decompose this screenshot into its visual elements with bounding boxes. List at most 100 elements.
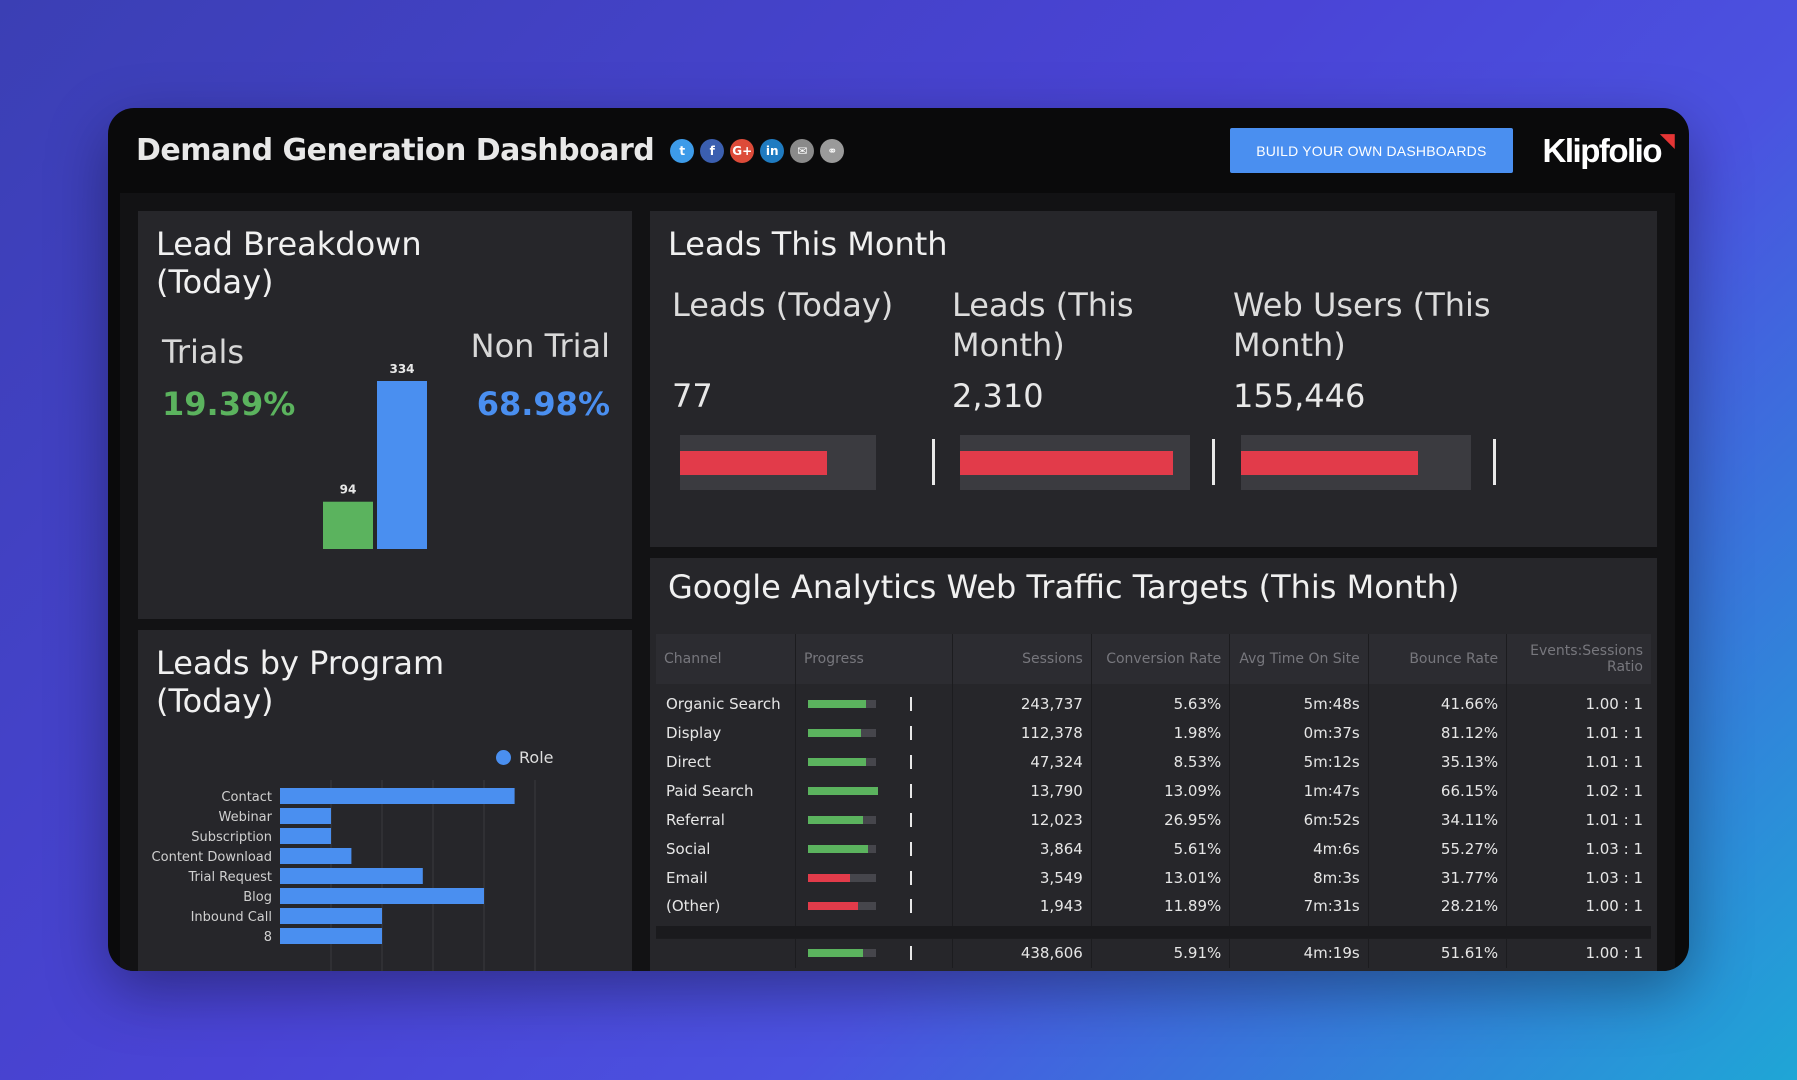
trials-percent: 19.39% [162, 385, 296, 423]
bounce-cell: 51.61% [1368, 937, 1508, 968]
col-avg-time[interactable]: Avg Time On Site [1229, 634, 1369, 684]
avg-time-cell: 7m:31s [1229, 892, 1369, 926]
bar-non-trial[interactable] [377, 381, 427, 549]
facebook-icon[interactable]: f [700, 138, 725, 163]
bounce-cell: 66.15% [1368, 776, 1508, 805]
progress-target-marker [910, 946, 913, 961]
twitter-icon[interactable]: t [670, 138, 695, 163]
bounce-cell: 28.21% [1368, 892, 1508, 926]
channel-cell [656, 937, 797, 968]
ratio-cell: 1.00 : 1 [1506, 937, 1651, 968]
google-plus-icon[interactable]: G+ [730, 138, 755, 163]
sessions-cell: 13,790 [952, 776, 1092, 805]
col-conversion-rate[interactable]: Conversion Rate [1091, 634, 1231, 684]
kpi-card[interactable]: Leads (Today) 77 [672, 285, 972, 490]
ratio-cell: 1.03 : 1 [1585, 839, 1643, 858]
program-bar[interactable] [280, 908, 382, 924]
table-row[interactable]: Referral 12,023 26.95% 6m:52s 34.11% 1.01 : 1 [656, 805, 1651, 834]
legend-dot-icon [496, 750, 511, 765]
legend-label: Role [519, 748, 554, 767]
table-row[interactable]: Direct 47,324 8.53% 5m:12s 35.13% 1.01 : 1 [656, 747, 1651, 776]
ratio-cell: 1.01 : 1 [1585, 752, 1643, 771]
progress-cell [795, 834, 954, 863]
trials-label: Trials [162, 333, 245, 371]
col-events-ratio[interactable]: Events:Sessions Ratio [1506, 634, 1651, 684]
col-bounce-rate[interactable]: Bounce Rate [1368, 634, 1508, 684]
avg-time-cell: 4m:6s [1229, 834, 1369, 863]
kpi-card[interactable]: Leads (This Month) 2,310 [952, 285, 1252, 490]
avg-time-cell: 6m:52s [1229, 805, 1369, 834]
table-row[interactable]: Email 3,549 13.01% 8m:3s 31.77% 1.03 : 1 [656, 863, 1651, 892]
program-bar[interactable] [280, 808, 331, 824]
sessions-cell: 12,023 [952, 805, 1092, 834]
channel-cell: (Other) [656, 892, 797, 926]
progress-bar-fill [808, 902, 859, 910]
table-spacer [656, 926, 1651, 938]
program-category-label: Blog [243, 890, 272, 905]
sessions-cell: 3,549 [952, 863, 1092, 892]
program-bar[interactable] [280, 868, 423, 884]
kpi-target-marker [1212, 439, 1215, 485]
table-header-row: Channel Progress Sessions Conversion Rat… [656, 634, 1651, 684]
bar-value-label: 94 [340, 483, 357, 497]
table-row[interactable]: Display 112,378 1.98% 0m:37s 81.12% 1.01 : 1 [656, 718, 1651, 747]
table-total-row[interactable]: 438,606 5.91% 4m:19s 51.61% 1.00 : 1 [656, 937, 1651, 968]
progress-bar [808, 841, 928, 856]
avg-time-cell: 8m:3s [1229, 863, 1369, 892]
table-row[interactable]: Social 3,864 5.61% 4m:6s 55.27% 1.03 : 1 [656, 834, 1651, 863]
leads-this-month-panel[interactable]: Leads This Month Leads (Today) 77 Leads (T… [650, 211, 1657, 547]
program-bar[interactable] [280, 928, 382, 944]
program-category-label: Content Download [152, 850, 272, 865]
sessions-cell: 3,864 [952, 834, 1092, 863]
progress-target-marker [910, 812, 913, 827]
bounce-cell: 81.12% [1368, 718, 1508, 747]
dashboard-title: Demand Generation Dashboard [136, 133, 655, 168]
link-icon[interactable]: ⚭ [820, 138, 845, 163]
program-bar[interactable] [280, 888, 484, 904]
leads-by-program-panel[interactable]: Leads by Program (Today) Role Contact Web… [138, 630, 632, 971]
progress-bar-fill [808, 728, 861, 737]
progress-bar-fill [808, 700, 866, 708]
chart-legend: Role [496, 748, 553, 767]
channel-cell: Direct [656, 747, 797, 776]
channel-cell: Organic Search [656, 684, 797, 718]
table-row[interactable]: (Other) 1,943 11.89% 7m:31s 28.21% 1.00 : 1 [656, 892, 1651, 926]
linkedin-icon[interactable]: in [760, 138, 785, 163]
top-bar: Demand Generation Dashboard t f G+ in ✉ ⚭ BUI… [108, 108, 1689, 193]
progress-bar-fill [808, 815, 864, 824]
table-row[interactable]: Paid Search 13,790 13.09% 1m:47s 66.15% 1.02 … [656, 776, 1651, 805]
col-sessions[interactable]: Sessions [952, 634, 1092, 684]
avg-time-cell: 1m:47s [1229, 776, 1369, 805]
progress-bar-fill [808, 949, 864, 958]
progress-bar-fill [808, 757, 866, 766]
ga-traffic-panel[interactable]: Google Analytics Web Traffic Targets (Th… [650, 558, 1657, 971]
program-bar[interactable] [280, 848, 352, 864]
bar-trials[interactable] [323, 501, 373, 549]
kpi-card[interactable]: Web Users (This Month) 155,446 [1233, 285, 1533, 490]
sessions-cell: 243,737 [952, 684, 1092, 718]
klipfolio-logo[interactable]: Klipfolio ◥ [1542, 130, 1675, 170]
email-icon[interactable]: ✉ [790, 138, 815, 163]
progress-bar [808, 783, 928, 798]
program-category-label: Trial Request [187, 870, 272, 885]
progress-cell [795, 863, 954, 892]
kpi-progress-fill [680, 451, 827, 475]
table-row[interactable]: Organic Search 243,737 5.63% 5m:48s 41.66% 1.… [656, 684, 1651, 718]
lead-breakdown-panel[interactable]: Lead Breakdown (Today) Trials Non Trial … [138, 211, 632, 619]
conversion-cell: 1.98% [1091, 718, 1231, 747]
progress-bar [808, 754, 928, 769]
progress-bar [808, 725, 928, 740]
program-bar[interactable] [280, 788, 515, 804]
logo-text: Klipfolio [1542, 131, 1663, 169]
channel-cell: Display [656, 718, 797, 747]
build-dashboards-button[interactable]: BUILD YOUR OWN DASHBOARDS [1230, 128, 1513, 173]
kpi-value: 77 [672, 377, 713, 415]
col-channel[interactable]: Channel [656, 634, 797, 684]
col-progress[interactable]: Progress [795, 634, 954, 684]
bounce-cell: 34.11% [1368, 805, 1508, 834]
kpi-title: Leads (Today) [672, 286, 894, 324]
kpi-title: Leads (This Month) [952, 286, 1134, 364]
program-bar[interactable] [280, 828, 331, 844]
kpi-value: 2,310 [952, 377, 1044, 415]
progress-cell [795, 718, 954, 747]
